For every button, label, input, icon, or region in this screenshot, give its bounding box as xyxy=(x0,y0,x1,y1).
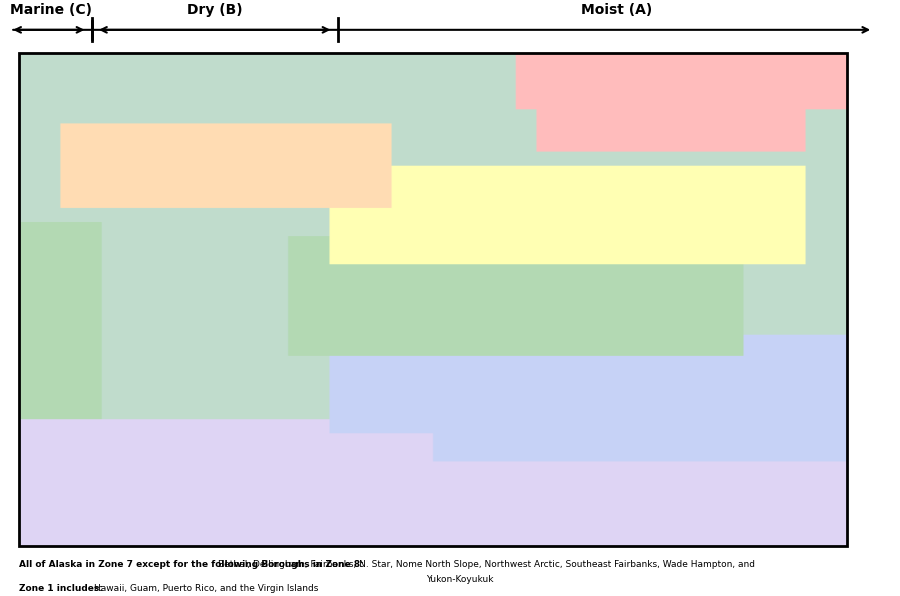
Text: Marine (C): Marine (C) xyxy=(10,3,92,17)
Text: Yukon-Koyukuk: Yukon-Koyukuk xyxy=(427,575,494,584)
Text: All of Alaska in Zone 7 except for the following Boroughs in Zone 8:: All of Alaska in Zone 7 except for the f… xyxy=(19,560,364,569)
Text: Zone 1 includes:: Zone 1 includes: xyxy=(19,583,103,593)
Text: Dry (B): Dry (B) xyxy=(187,3,242,17)
Bar xyxy=(19,53,847,546)
Text: Hawaii, Guam, Puerto Rico, and the Virgin Islands: Hawaii, Guam, Puerto Rico, and the Virgi… xyxy=(94,583,319,593)
Text: Bethel, Dellingham, Fairbanks, N. Star, Nome North Slope, Northwest Arctic, Sout: Bethel, Dellingham, Fairbanks, N. Star, … xyxy=(219,560,755,569)
Text: Moist (A): Moist (A) xyxy=(580,3,652,17)
